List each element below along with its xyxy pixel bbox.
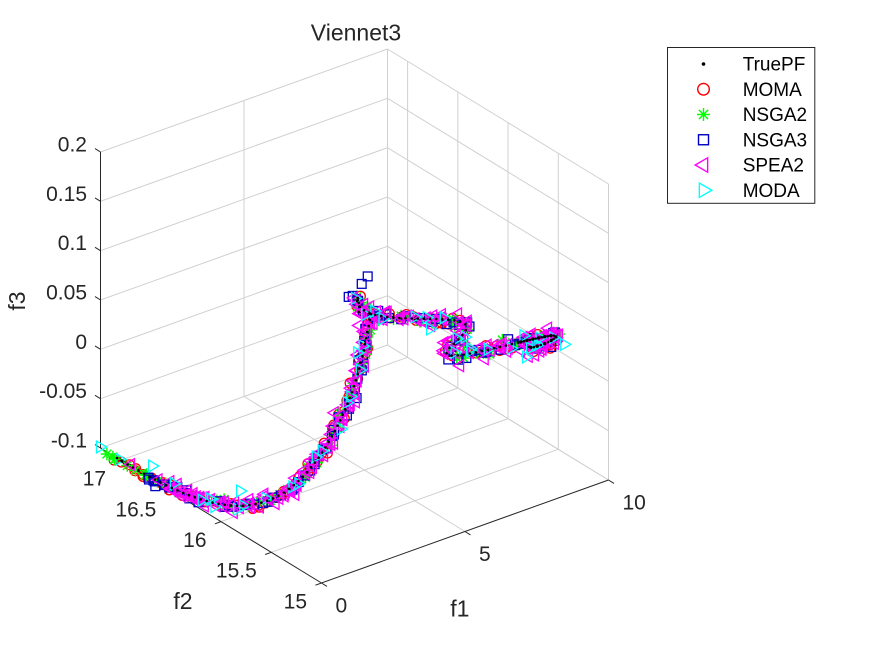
svg-text:0.2: 0.2 xyxy=(58,134,87,157)
svg-text:MOMA: MOMA xyxy=(743,80,802,101)
svg-text:17: 17 xyxy=(83,468,106,491)
svg-text:0.15: 0.15 xyxy=(46,183,87,206)
svg-text:0: 0 xyxy=(75,331,87,354)
svg-text:NSGA2: NSGA2 xyxy=(743,105,807,126)
svg-text:15.5: 15.5 xyxy=(216,560,257,583)
svg-text:10: 10 xyxy=(623,491,646,514)
svg-text:16.5: 16.5 xyxy=(115,498,156,521)
svg-text:16: 16 xyxy=(183,529,206,552)
svg-text:Viennet3: Viennet3 xyxy=(311,20,401,46)
svg-text:NSGA3: NSGA3 xyxy=(743,130,807,151)
svg-text:f3: f3 xyxy=(4,291,30,310)
svg-text:0: 0 xyxy=(336,594,348,617)
svg-text:f2: f2 xyxy=(173,588,192,614)
svg-text:15: 15 xyxy=(284,590,307,613)
svg-text:f1: f1 xyxy=(450,596,469,622)
svg-text:-0.05: -0.05 xyxy=(39,380,87,403)
svg-text:-0.1: -0.1 xyxy=(51,430,87,453)
svg-text:0.05: 0.05 xyxy=(46,282,87,305)
svg-text:5: 5 xyxy=(479,543,491,566)
svg-text:MODA: MODA xyxy=(743,181,800,202)
svg-text:TruePF: TruePF xyxy=(743,55,806,76)
svg-text:SPEA2: SPEA2 xyxy=(743,156,804,177)
svg-text:0.1: 0.1 xyxy=(58,232,87,255)
